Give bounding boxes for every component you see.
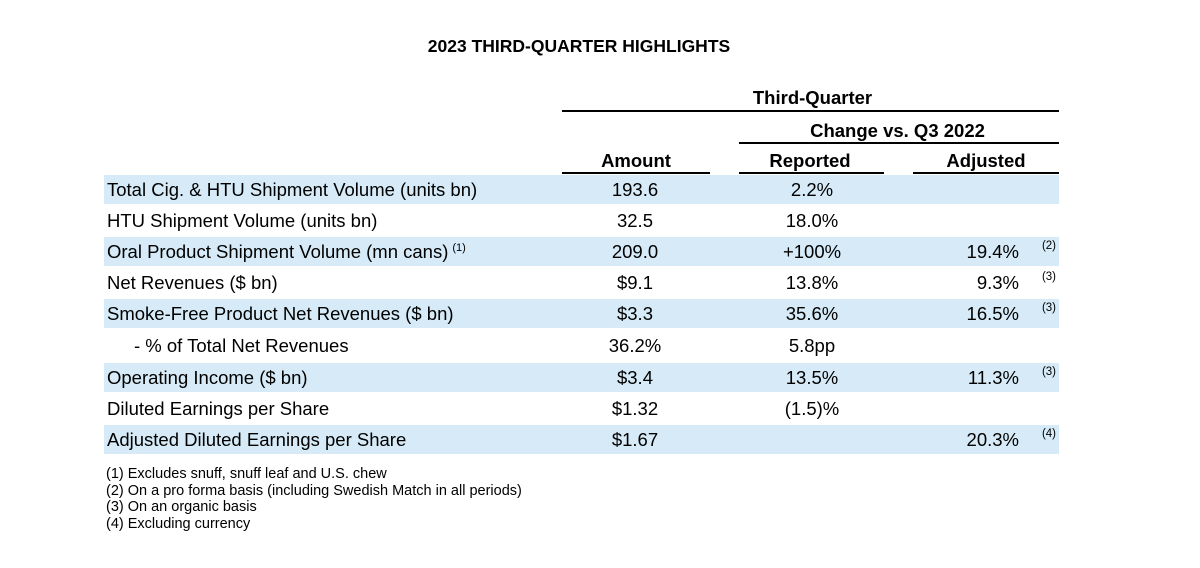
header-change-vs: Change vs. Q3 2022 — [810, 120, 985, 141]
footnote-ref: (3) — [1041, 271, 1056, 283]
header-third-quarter: Third-Quarter — [752, 87, 873, 108]
reported-value: 5.8pp — [788, 335, 836, 356]
footnotes: (1) Excludes snuff, snuff leaf and U.S. … — [106, 466, 522, 532]
footnote-ref: (1) — [452, 242, 466, 254]
reported-value: 13.8% — [785, 272, 839, 293]
reported-value: 2.2% — [790, 179, 834, 200]
table-row: Smoke-Free Product Net Revenues ($ bn) $… — [104, 299, 1059, 328]
footnote: (4) Excluding currency — [106, 515, 251, 532]
row-label: - % of Total Net Revenues — [134, 335, 349, 356]
amount-value: $3.3 — [616, 303, 653, 324]
table-row: Total Cig. & HTU Shipment Volume (units … — [104, 175, 1059, 204]
amount-value: $3.4 — [616, 367, 653, 388]
amount-value: 193.6 — [611, 179, 659, 200]
row-label: Total Cig. & HTU Shipment Volume (units … — [107, 179, 478, 200]
reported-value: (1.5)% — [784, 398, 840, 419]
row-label: Adjusted Diluted Earnings per Share — [107, 429, 407, 450]
amount-value: $1.32 — [611, 398, 659, 419]
amount-value: 36.2% — [608, 335, 662, 356]
footnote: (3) On an organic basis — [106, 499, 257, 515]
adjusted-value: 11.3% — [967, 367, 1019, 388]
adjusted-value: 16.5% — [966, 303, 1019, 324]
header-rule-amount — [562, 172, 710, 174]
amount-value: 209.0 — [611, 241, 659, 262]
table-row: Adjusted Diluted Earnings per Share $1.6… — [104, 425, 1059, 454]
adjusted-value: 9.3% — [976, 272, 1019, 293]
reported-value: +100% — [782, 241, 842, 262]
amount-value: $1.67 — [611, 429, 659, 450]
reported-value: 18.0% — [785, 210, 839, 231]
table-row: Net Revenues ($ bn) $9.1 13.8% 9.3% (3) — [104, 268, 1059, 297]
reported-value: 35.6% — [785, 303, 839, 324]
footnote-ref: (3) — [1041, 302, 1056, 314]
row-label: Net Revenues ($ bn) — [107, 272, 278, 293]
footnote-ref: (4) — [1041, 428, 1056, 440]
header-amount: Amount — [601, 150, 671, 171]
amount-value: 32.5 — [616, 210, 653, 231]
table-row: - % of Total Net Revenues 36.2% 5.8pp — [104, 331, 1059, 360]
footnote: (2) On a pro forma basis (including Swed… — [106, 482, 522, 499]
header-rule-reported — [739, 172, 884, 174]
adjusted-value: 20.3% — [966, 429, 1019, 450]
table-row: Diluted Earnings per Share $1.32 (1.5)% — [104, 394, 1059, 423]
page-title: 2023 THIRD-QUARTER HIGHLIGHTS — [427, 36, 731, 56]
table-row: Oral Product Shipment Volume (mn cans) (1… — [104, 237, 1059, 266]
footnote: (1) Excludes snuff, snuff leaf and U.S. … — [106, 466, 387, 482]
header-rule-period — [562, 110, 1059, 112]
footnote-ref: (3) — [1041, 366, 1056, 378]
header-adjusted: Adjusted — [946, 150, 1026, 171]
row-label: Oral Product Shipment Volume (mn cans) (1… — [107, 241, 466, 262]
header-reported: Reported — [769, 150, 851, 171]
row-label: Smoke-Free Product Net Revenues ($ bn) — [107, 303, 454, 324]
reported-value: 13.5% — [785, 367, 839, 388]
footnote-ref: (2) — [1041, 240, 1056, 252]
table-row: HTU Shipment Volume (units bn) 32.5 18.0… — [104, 206, 1059, 235]
row-label: Operating Income ($ bn) — [107, 367, 308, 388]
header-rule-adjusted — [913, 172, 1059, 174]
amount-value: $9.1 — [616, 272, 653, 293]
row-label: Diluted Earnings per Share — [107, 398, 330, 419]
row-label: HTU Shipment Volume (units bn) — [107, 210, 378, 231]
header-rule-change — [739, 142, 1059, 144]
table-row: Operating Income ($ bn) $3.4 13.5% 11.3%… — [104, 363, 1059, 392]
adjusted-value: 19.4% — [966, 241, 1019, 262]
